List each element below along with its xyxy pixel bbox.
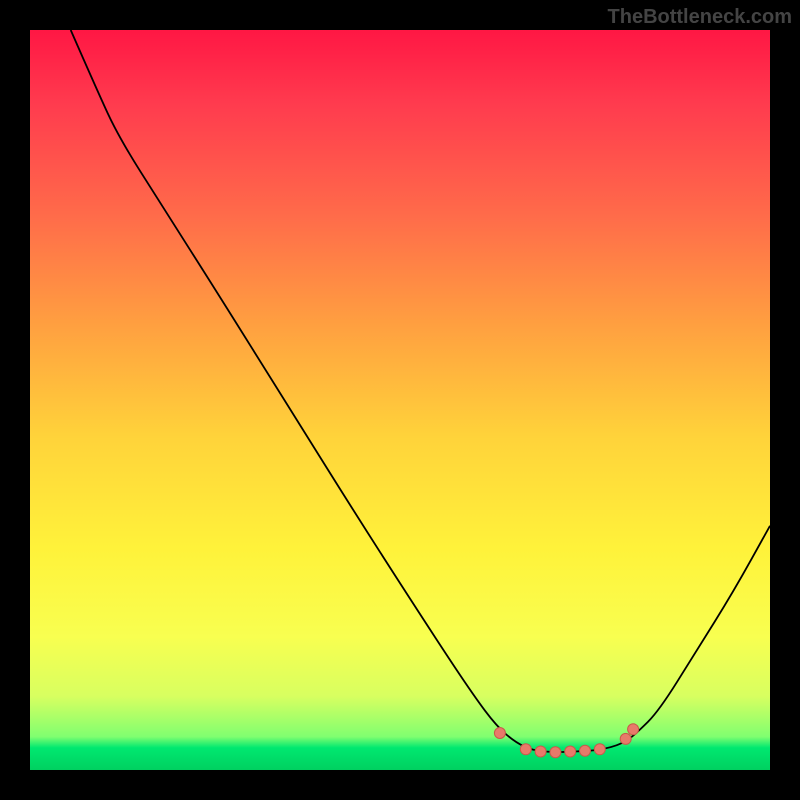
marker-dot xyxy=(594,744,605,755)
watermark-text: TheBottleneck.com xyxy=(608,6,792,29)
marker-dot xyxy=(580,745,591,756)
marker-dot xyxy=(628,724,639,735)
marker-dot xyxy=(494,728,505,739)
marker-dot xyxy=(535,746,546,757)
marker-dot xyxy=(550,747,561,758)
marker-dot xyxy=(620,733,631,744)
marker-dot xyxy=(565,746,576,757)
bottleneck-curve xyxy=(71,30,770,752)
chart-curve-layer xyxy=(30,30,770,770)
marker-dot xyxy=(520,744,531,755)
chart-plot-area xyxy=(30,30,770,770)
